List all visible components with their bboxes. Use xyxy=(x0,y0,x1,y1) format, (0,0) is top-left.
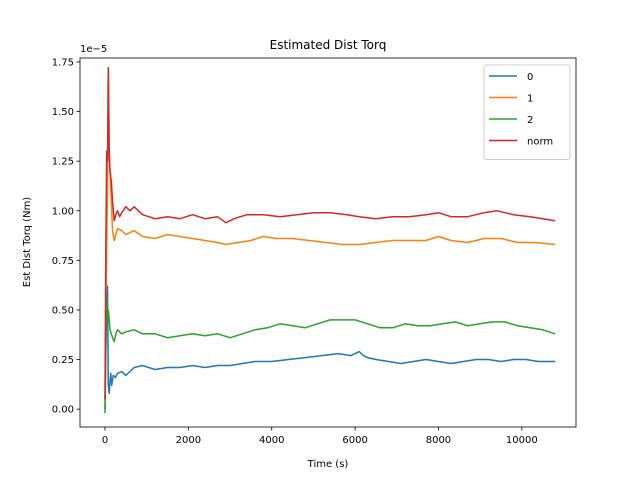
x-tick-label: 10000 xyxy=(506,435,538,446)
series-line-norm xyxy=(104,67,556,400)
legend: 0 1 2 norm xyxy=(483,64,571,160)
y-tick-label: 1.00 xyxy=(52,206,74,217)
legend-label-norm: norm xyxy=(527,137,553,148)
x-tick-label: 6000 xyxy=(342,435,367,446)
y-axis: 0.00 0.25 0.50 0.75 1.00 1.25 1.50 1.75 xyxy=(52,57,80,416)
legend-box xyxy=(483,64,571,160)
plot-frame xyxy=(79,57,577,428)
series-line-2 xyxy=(104,293,556,414)
legend-label-1: 1 xyxy=(527,94,533,105)
series-line-1 xyxy=(104,67,556,400)
x-axis-label: Time (s) xyxy=(307,459,349,470)
x-tick-label: 0 xyxy=(102,435,108,446)
y-tick-label: 0.50 xyxy=(52,305,74,316)
y-tick-label: 1.75 xyxy=(52,57,74,68)
x-tick-label: 4000 xyxy=(259,435,284,446)
y-tick-label: 0.75 xyxy=(52,256,74,267)
y-axis-label: Est Dist Torq (Nm) xyxy=(22,197,33,288)
plot-lines xyxy=(104,67,556,414)
x-axis: 0 2000 4000 6000 8000 10000 xyxy=(102,427,538,446)
y-offset-label: 1e−5 xyxy=(80,44,107,55)
chart-title: Estimated Dist Torq xyxy=(270,38,387,52)
legend-label-2: 2 xyxy=(527,115,533,126)
series-line-0 xyxy=(104,285,556,410)
x-tick-label: 8000 xyxy=(426,435,451,446)
y-tick-label: 1.25 xyxy=(52,157,74,168)
legend-label-0: 0 xyxy=(527,72,533,83)
y-tick-label: 0.00 xyxy=(52,405,74,416)
y-tick-label: 0.25 xyxy=(52,355,74,366)
y-tick-label: 1.50 xyxy=(52,107,74,118)
x-tick-label: 2000 xyxy=(176,435,201,446)
